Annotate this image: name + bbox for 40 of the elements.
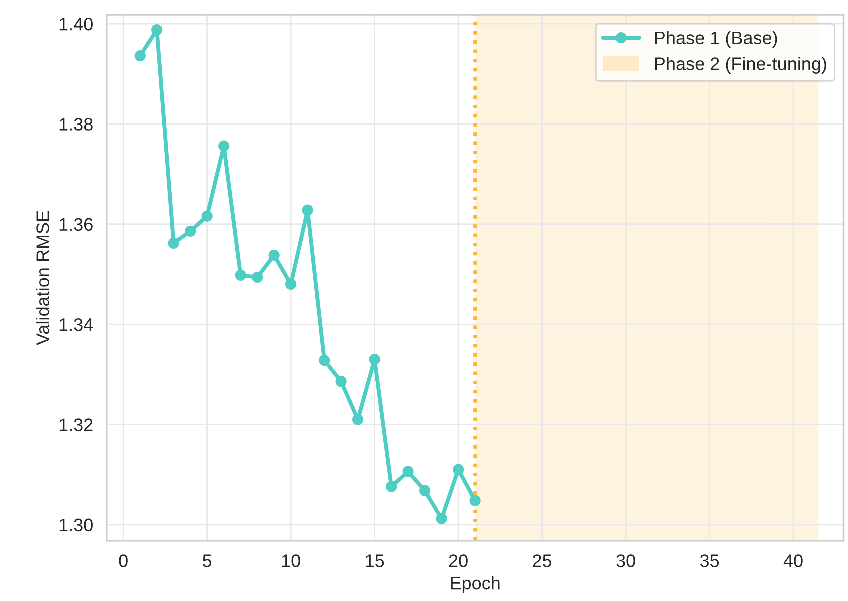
- band-label: Phase 2 (Fine-tuning): [655, 57, 826, 74]
- legend-label: Phase 1 (Base): [655, 31, 778, 48]
- point: [436, 513, 448, 524]
- y-tick-label: 1.36: [60, 218, 93, 232]
- x-tick-label: 30: [616, 554, 636, 568]
- x-tick-label: 10: [282, 554, 300, 568]
- point: [386, 481, 398, 492]
- point: [202, 210, 213, 222]
- y-tick-label: 1.30: [60, 518, 93, 532]
- y-tick-label: 1.38: [60, 118, 93, 131]
- point: [470, 495, 481, 506]
- x-tick-label: 20: [449, 554, 468, 568]
- x-tick-label: 40: [784, 554, 803, 568]
- point: [235, 270, 246, 282]
- point: [252, 272, 264, 284]
- point: [286, 278, 297, 290]
- x-tick-label: 25: [533, 554, 552, 568]
- point: [369, 354, 380, 366]
- point: [352, 414, 364, 426]
- x-tick-label: 35: [700, 554, 720, 568]
- point: [134, 50, 146, 62]
- y-tick-label: 1.40: [60, 18, 93, 31]
- point: [420, 485, 431, 496]
- y-axis-title: Validation RMSE: [36, 211, 50, 346]
- x-tick-label: 15: [366, 554, 384, 568]
- y-tick-label: 1.34: [60, 318, 94, 332]
- point: [185, 226, 196, 237]
- x-tick-label: 5: [203, 554, 212, 568]
- point: [152, 24, 163, 36]
- x-tick-label: 0: [119, 554, 128, 568]
- point: [336, 376, 347, 388]
- y-tick-label: 1.32: [60, 418, 93, 432]
- point: [218, 140, 230, 152]
- point: [168, 238, 180, 249]
- point: [402, 466, 414, 478]
- point: [268, 250, 280, 261]
- point: [319, 355, 330, 366]
- point: [302, 204, 314, 216]
- point: [453, 464, 464, 476]
- x-axis-title: Epoch: [451, 576, 500, 594]
